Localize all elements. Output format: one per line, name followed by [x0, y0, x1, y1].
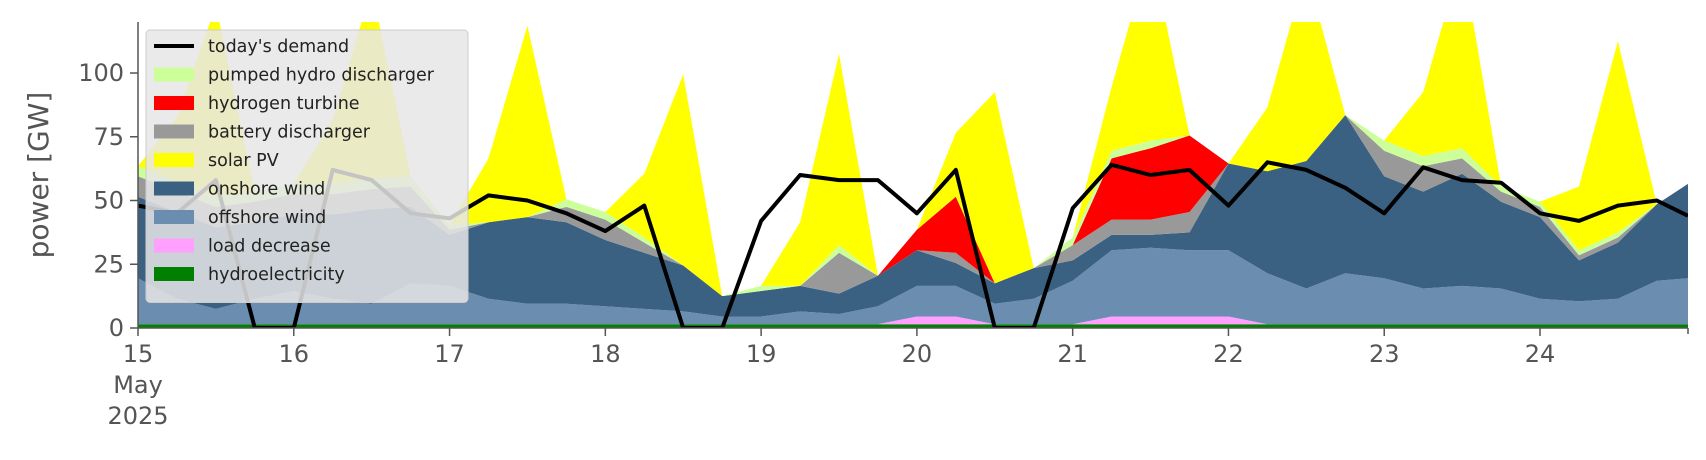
legend-label-solar-pv: solar PV: [208, 151, 279, 171]
x-tick-label: 17: [434, 340, 465, 368]
x-tick-label: 24: [1525, 340, 1556, 368]
x-tick-label: 18: [590, 340, 621, 368]
legend-label-todays-demand: today's demand: [208, 37, 349, 57]
y-tick-label: 0: [109, 314, 124, 342]
legend: today's demand pumped hydro discharger hyd…: [145, 29, 469, 303]
legend-swatch-onshore-wind: [154, 181, 194, 196]
legend-swatch-battery-discharger: [154, 124, 194, 139]
x-tick-label: 22: [1213, 340, 1244, 368]
x-tick-label: 20: [902, 340, 933, 368]
legend-swatch-offshore-wind: [154, 210, 194, 224]
legend-swatch-load-decrease: [154, 238, 194, 253]
y-tick-label: 25: [93, 250, 124, 278]
legend-label-load-decrease: load decrease: [208, 237, 331, 257]
legend-swatch-hydrogen-turbine: [154, 96, 194, 110]
area-hydroelectricity: [138, 324, 1688, 328]
x-tick-label: 16: [279, 340, 310, 368]
x-tick-label: 19: [746, 340, 777, 368]
legend-label-pumped-hydro-discharger: pumped hydro discharger: [208, 66, 435, 86]
y-axis-title: power [GW]: [22, 92, 55, 259]
area-offshore-wind: [138, 247, 1688, 325]
stacked-areas: [138, 22, 1688, 328]
legend-swatch-solar-pv: [154, 153, 194, 167]
area-solar-pv: [138, 22, 1688, 297]
legend-label-hydroelectricity: hydroelectricity: [208, 265, 345, 285]
legend-label-battery-discharger: battery discharger: [208, 123, 371, 143]
axes: 0 25 50 75 100 15 May 2025 16 17 18 19 20 21 22 23 24 pow…: [22, 22, 1689, 430]
y-tick-label: 75: [93, 123, 124, 151]
x-tick-label: 21: [1057, 340, 1088, 368]
legend-box: [145, 29, 469, 303]
legend-swatch-pumped-hydro-discharger: [154, 67, 194, 82]
legend-label-hydrogen-turbine: hydrogen turbine: [208, 94, 360, 114]
legend-swatch-hydroelectricity: [154, 267, 194, 281]
y-tick-label: 100: [78, 59, 124, 87]
y-tick-label: 50: [93, 187, 124, 215]
legend-label-onshore-wind: onshore wind: [208, 180, 325, 200]
x-tick-label: 23: [1369, 340, 1400, 368]
area-onshore-wind: [138, 115, 1688, 317]
legend-label-offshore-wind: offshore wind: [208, 208, 326, 228]
area-load-decrease: [138, 316, 1688, 325]
x-tick-label: 15 May 2025: [107, 340, 168, 430]
